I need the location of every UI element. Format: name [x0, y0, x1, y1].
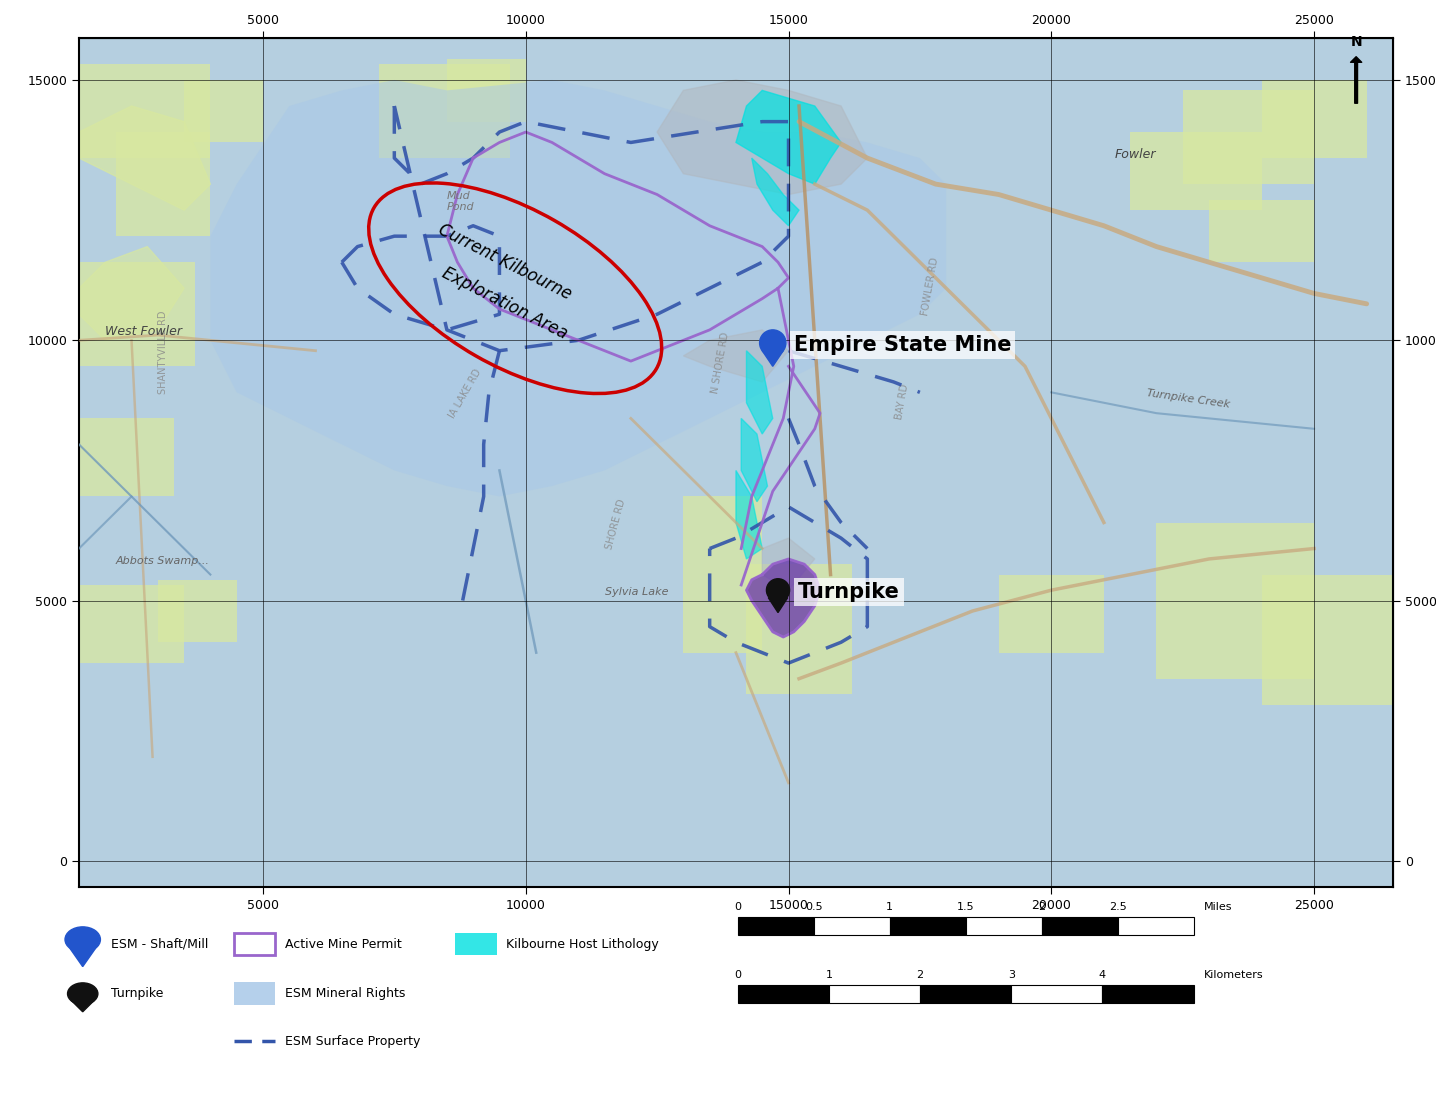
Text: ESM Mineral Rights: ESM Mineral Rights: [284, 988, 405, 1000]
Text: 2: 2: [916, 970, 923, 980]
Circle shape: [760, 330, 785, 356]
Text: Turnpike: Turnpike: [798, 583, 900, 602]
FancyBboxPatch shape: [184, 80, 263, 142]
FancyBboxPatch shape: [79, 65, 211, 158]
Polygon shape: [658, 80, 867, 195]
FancyBboxPatch shape: [1041, 917, 1117, 935]
FancyBboxPatch shape: [79, 418, 174, 496]
Text: FOWLER RD: FOWLER RD: [920, 256, 941, 316]
FancyBboxPatch shape: [79, 262, 195, 367]
Text: Fowler: Fowler: [1114, 148, 1156, 161]
FancyBboxPatch shape: [1209, 199, 1314, 262]
Text: Exploration Area: Exploration Area: [439, 264, 570, 344]
Circle shape: [767, 579, 790, 601]
FancyBboxPatch shape: [116, 132, 211, 237]
FancyBboxPatch shape: [999, 575, 1104, 653]
FancyBboxPatch shape: [1156, 522, 1314, 679]
FancyBboxPatch shape: [747, 564, 852, 694]
Text: N: N: [1350, 35, 1361, 49]
FancyBboxPatch shape: [379, 65, 510, 158]
Text: Miles: Miles: [1203, 901, 1232, 911]
Polygon shape: [737, 471, 763, 558]
Text: 1: 1: [886, 901, 893, 911]
Polygon shape: [72, 989, 95, 1012]
FancyBboxPatch shape: [1011, 984, 1103, 1003]
Text: Turnpike Creek: Turnpike Creek: [1146, 389, 1231, 410]
Text: 1: 1: [826, 970, 833, 980]
Text: 0.5: 0.5: [806, 901, 823, 911]
FancyBboxPatch shape: [1103, 984, 1193, 1003]
FancyBboxPatch shape: [1117, 917, 1193, 935]
FancyBboxPatch shape: [738, 917, 814, 935]
Text: IA LAKE RD: IA LAKE RD: [447, 368, 482, 420]
FancyBboxPatch shape: [829, 984, 920, 1003]
FancyBboxPatch shape: [890, 917, 965, 935]
Text: Abbots Swamp...: Abbots Swamp...: [116, 556, 210, 566]
FancyBboxPatch shape: [1262, 575, 1393, 705]
Polygon shape: [211, 80, 946, 496]
Text: 0: 0: [734, 970, 741, 980]
Text: Mud
Pond: Mud Pond: [447, 191, 474, 212]
Text: N SHORE RD: N SHORE RD: [709, 332, 731, 394]
FancyBboxPatch shape: [1130, 132, 1262, 210]
Text: SHORE RD: SHORE RD: [605, 498, 628, 551]
Polygon shape: [741, 418, 767, 502]
Circle shape: [67, 983, 98, 1004]
Text: 4: 4: [1099, 970, 1106, 980]
Circle shape: [65, 926, 101, 953]
Polygon shape: [79, 246, 184, 341]
Polygon shape: [768, 589, 787, 612]
Polygon shape: [747, 350, 773, 434]
FancyBboxPatch shape: [1183, 91, 1314, 184]
Text: Empire State Mine: Empire State Mine: [794, 335, 1011, 355]
Text: 3: 3: [1008, 970, 1015, 980]
Polygon shape: [747, 558, 820, 637]
FancyBboxPatch shape: [738, 984, 829, 1003]
Polygon shape: [751, 158, 798, 226]
Text: ESM Surface Property: ESM Surface Property: [284, 1035, 421, 1048]
FancyBboxPatch shape: [1262, 80, 1367, 158]
Polygon shape: [763, 341, 783, 367]
Text: 1.5: 1.5: [956, 901, 975, 911]
Text: 2.5: 2.5: [1109, 901, 1126, 911]
Text: Sylvia Lake: Sylvia Lake: [605, 587, 668, 598]
Polygon shape: [737, 91, 841, 184]
Text: West Fowler: West Fowler: [105, 325, 182, 338]
Text: Active Mine Permit: Active Mine Permit: [284, 937, 402, 950]
Text: Turnpike: Turnpike: [111, 988, 164, 1000]
FancyBboxPatch shape: [447, 59, 526, 122]
Text: Kilometers: Kilometers: [1203, 970, 1264, 980]
Text: SHANTYVILLE RD: SHANTYVILLE RD: [158, 311, 168, 394]
Text: ESM - Shaft/Mill: ESM - Shaft/Mill: [111, 937, 208, 950]
FancyBboxPatch shape: [684, 496, 763, 653]
Polygon shape: [79, 106, 211, 210]
FancyBboxPatch shape: [814, 917, 890, 935]
FancyBboxPatch shape: [455, 933, 497, 955]
Text: 2: 2: [1038, 901, 1045, 911]
FancyBboxPatch shape: [79, 585, 184, 664]
FancyBboxPatch shape: [965, 917, 1041, 935]
Text: BAY RD: BAY RD: [893, 383, 910, 420]
Polygon shape: [763, 538, 814, 590]
FancyBboxPatch shape: [158, 579, 237, 643]
Text: Current Kilbourne: Current Kilbourne: [435, 221, 574, 303]
Text: Kilbourne Host Lithology: Kilbourne Host Lithology: [505, 937, 659, 950]
Polygon shape: [684, 330, 788, 382]
FancyBboxPatch shape: [920, 984, 1011, 1003]
FancyBboxPatch shape: [234, 982, 276, 1005]
Text: 0: 0: [734, 901, 741, 911]
Polygon shape: [70, 931, 95, 967]
